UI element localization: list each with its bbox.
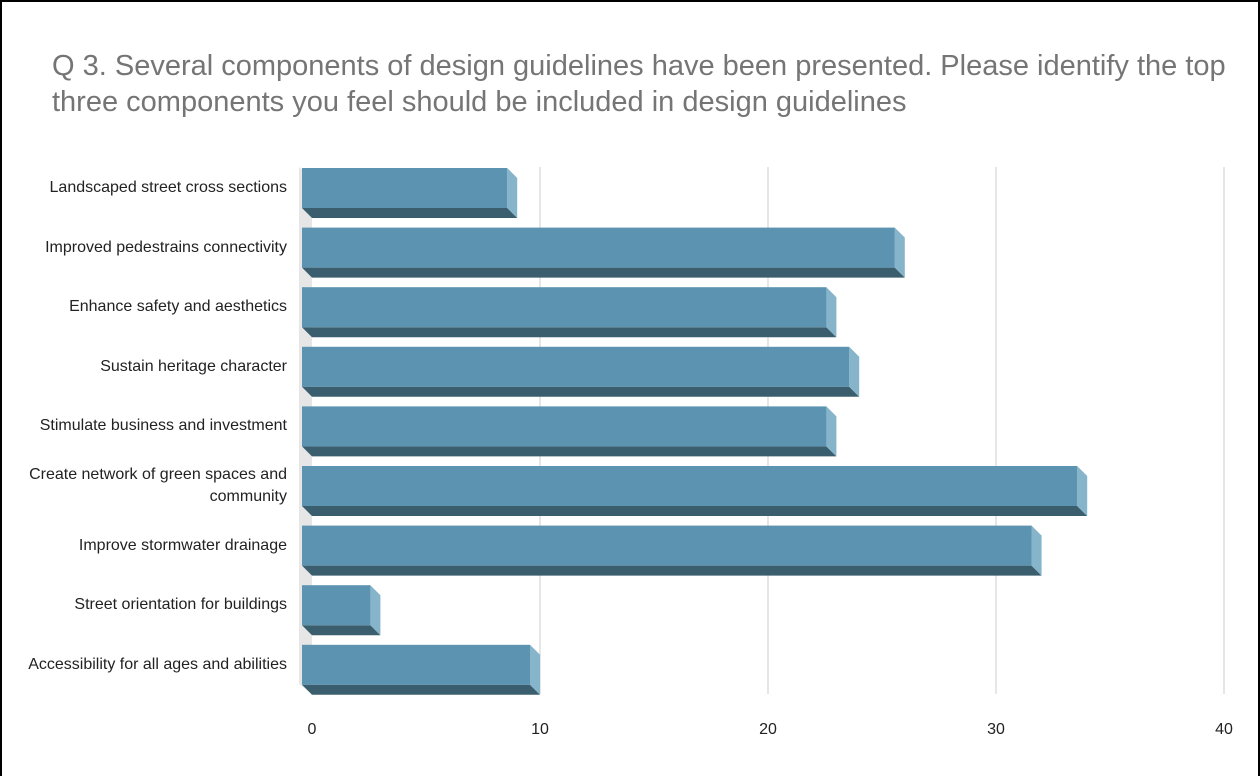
bar-front: [302, 227, 895, 268]
bar-side: [507, 168, 518, 218]
bar-front: [302, 346, 850, 387]
bar: [302, 525, 1042, 576]
bar-side: [894, 227, 905, 278]
bar-front: [302, 644, 530, 685]
bar-front: [302, 168, 508, 208]
bar: [302, 287, 837, 338]
bar-front: [302, 287, 827, 328]
bar-bottom: [302, 446, 837, 457]
x-tick-label: 10: [531, 721, 549, 738]
bar-side: [530, 644, 540, 695]
bar-side: [1031, 525, 1042, 576]
bar-bottom: [302, 506, 1088, 516]
y-tick-label: Street orientation for buildings: [74, 596, 287, 614]
bar-front: [302, 406, 827, 447]
bar-bottom: [302, 386, 860, 397]
bar-bottom: [302, 625, 381, 636]
bar-bottom: [302, 208, 518, 218]
bar-front: [302, 525, 1032, 566]
bar-front: [302, 466, 1078, 506]
bar: [302, 644, 540, 695]
chart-title: Q 3. Several components of design guidel…: [52, 50, 1226, 118]
bar: [302, 227, 905, 278]
bar-front: [302, 585, 371, 626]
y-tick-label: Sustain heritage character: [100, 357, 287, 375]
bar: [302, 346, 860, 397]
bar-side: [370, 585, 381, 636]
y-tick-label: Enhance safety and aesthetics: [69, 298, 287, 316]
bar-side: [826, 406, 837, 457]
bar: [302, 168, 518, 218]
bar-side: [1077, 466, 1088, 516]
y-tick-label: Create network of green spaces and commu…: [29, 466, 287, 505]
y-tick-label: Improve stormwater drainage: [78, 536, 287, 554]
bar-bottom: [302, 267, 905, 278]
bar-bottom: [302, 565, 1042, 576]
bar-bottom: [302, 327, 837, 338]
y-tick-label: Improved pedestrains connectivity: [45, 238, 287, 256]
y-tick-label: Accessibility for all ages and abilities: [28, 655, 287, 673]
y-tick-label: Stimulate business and investment: [39, 417, 287, 435]
bar-side: [849, 346, 860, 397]
x-tick-label: 40: [1215, 721, 1233, 738]
x-tick-label: 0: [308, 721, 317, 738]
x-tick-label: 30: [987, 721, 1005, 738]
y-tick-label: Landscaped street cross sections: [49, 179, 287, 196]
bar: [302, 406, 837, 457]
bar: [302, 585, 381, 636]
bar-bottom: [302, 684, 540, 695]
bar: [302, 466, 1088, 516]
x-tick-label: 20: [759, 721, 777, 738]
bar-side: [826, 287, 837, 338]
